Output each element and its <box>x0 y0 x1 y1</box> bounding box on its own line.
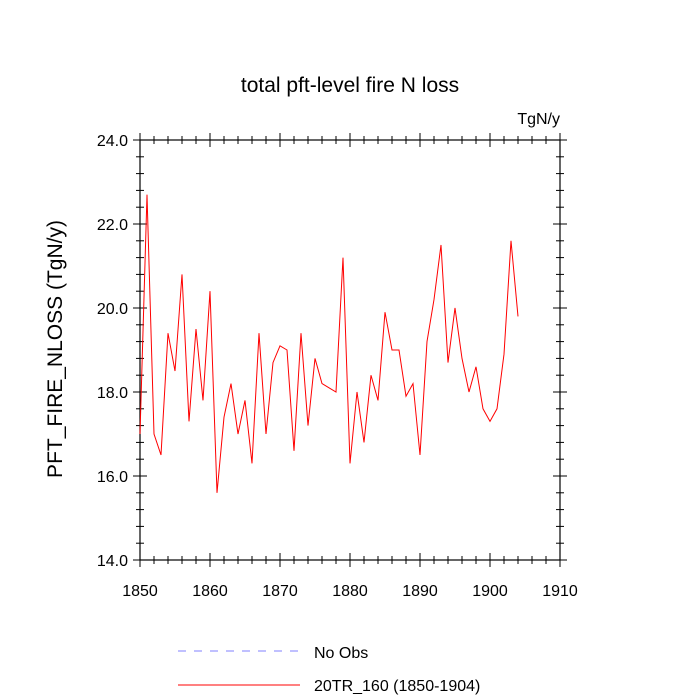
x-tick-label: 1910 <box>542 583 578 600</box>
series-line-20tr-160 <box>139 194 519 493</box>
units-label: TgN/y <box>517 111 560 128</box>
y-tick-label: 20.0 <box>97 301 128 318</box>
y-tick-label: 24.0 <box>97 133 128 150</box>
legend-label-no-obs: No Obs <box>314 645 368 662</box>
legend: No Obs 20TR_160 (1850-1904) <box>178 645 480 695</box>
y-axis-label: PFT_FIRE_NLOSS (TgN/y) <box>44 220 67 478</box>
y-tick-label: 22.0 <box>97 217 128 234</box>
plot-series <box>139 194 519 493</box>
x-tick-label: 1890 <box>402 583 438 600</box>
chart-title: total pft-level fire N loss <box>241 74 459 97</box>
x-tick-label: 1900 <box>472 583 508 600</box>
axes: 1850 1860 1870 1880 1890 1900 1910 14.0 16.0 18.0… <box>97 133 578 600</box>
plot-frame <box>139 139 561 561</box>
y-tick-label: 14.0 <box>97 553 128 570</box>
x-tick-label: 1860 <box>192 583 228 600</box>
y-tick-label: 18.0 <box>97 385 128 402</box>
legend-label-20tr-160: 20TR_160 (1850-1904) <box>314 678 480 695</box>
y-tick-label: 16.0 <box>97 469 128 486</box>
x-tick-label: 1870 <box>262 583 298 600</box>
x-tick-label: 1880 <box>332 583 368 600</box>
x-tick-label: 1850 <box>122 583 158 600</box>
